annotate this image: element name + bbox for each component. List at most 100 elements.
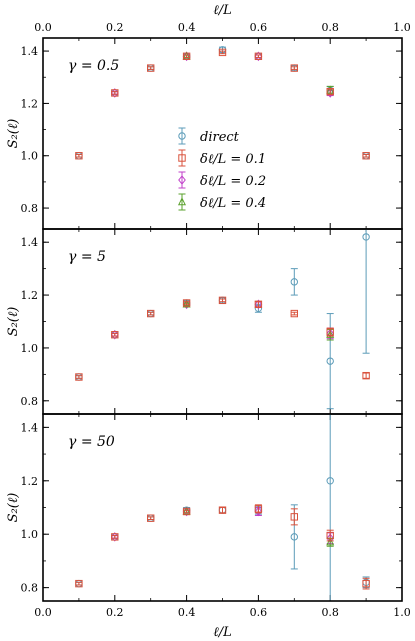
errorbar xyxy=(362,228,370,354)
data-point xyxy=(254,299,263,310)
data-point xyxy=(362,579,370,588)
legend-label: δℓ/L = 0.2 xyxy=(200,174,266,189)
x-axis-label-top: ℓ/L xyxy=(213,3,231,18)
panel-frame xyxy=(42,413,403,602)
errorbar xyxy=(290,508,298,526)
series-direct xyxy=(75,228,370,410)
errorbar xyxy=(254,504,262,514)
y-tick-label: 0.8 xyxy=(21,582,39,595)
x-tick-label-top: 1.0 xyxy=(393,21,411,34)
x-tick-label-top: 0.6 xyxy=(250,21,268,34)
data-point xyxy=(111,533,119,541)
data-point xyxy=(290,278,298,286)
y-tick-label: 1.4 xyxy=(21,236,39,249)
data-point xyxy=(147,64,155,72)
data-point xyxy=(182,52,191,61)
data-point xyxy=(326,328,334,336)
errorbar xyxy=(219,507,226,514)
y-tick-label: 1.2 xyxy=(21,97,39,110)
data-point xyxy=(326,477,334,485)
data-point xyxy=(182,299,191,307)
data-point xyxy=(111,331,119,339)
data-point xyxy=(218,296,227,305)
panel-gamma-label: γ = 50 xyxy=(68,434,115,450)
x-tick-label-top: 0.4 xyxy=(178,21,196,34)
series-dl01 xyxy=(75,48,370,160)
x-tick-label-top: 0.8 xyxy=(321,21,339,34)
legend-entry: δℓ/L = 0.2 xyxy=(178,171,266,189)
data-point xyxy=(290,533,298,541)
legend-errorbar xyxy=(178,171,186,189)
y-tick-label: 0.8 xyxy=(21,395,39,408)
x-tick-label-bottom: 0.0 xyxy=(34,606,52,619)
errorbar xyxy=(362,153,370,158)
legend-label: δℓ/L = 0.1 xyxy=(200,152,266,167)
series-dl01 xyxy=(75,504,370,590)
legend: direct δℓ/L = 0.1 δℓ/L = 0.2 δℓ/L = 0.4 xyxy=(177,127,266,211)
errorbar xyxy=(75,581,83,586)
x-tick-label-top: 0.0 xyxy=(34,21,52,34)
data-point xyxy=(182,299,191,308)
legend-errorbar xyxy=(178,193,186,211)
errorbar xyxy=(111,91,119,95)
y-tick-label: 1.0 xyxy=(21,528,39,541)
data-point xyxy=(254,52,263,61)
data-point xyxy=(362,371,370,380)
errorbar xyxy=(147,66,155,70)
errorbar xyxy=(254,54,262,59)
y-tick-label: 1.0 xyxy=(21,150,39,163)
errorbar xyxy=(326,413,334,602)
errorbar xyxy=(183,54,191,59)
x-axis-label-bottom: ℓ/L xyxy=(213,625,231,640)
errorbar xyxy=(111,332,119,337)
errorbar xyxy=(147,311,155,316)
data-point xyxy=(326,87,334,96)
legend-marker xyxy=(178,132,186,140)
errorbar xyxy=(75,153,83,158)
x-tick-label-bottom: 0.6 xyxy=(250,606,268,619)
errorbar xyxy=(111,535,119,539)
data-point xyxy=(111,89,119,97)
errorbar xyxy=(75,375,83,379)
data-point xyxy=(326,531,334,540)
y-tick-label: 0.8 xyxy=(21,202,39,215)
data-point xyxy=(326,537,335,546)
series-dl01 xyxy=(75,296,370,381)
legend-marker xyxy=(178,154,186,162)
series-dl02 xyxy=(110,51,335,98)
data-point xyxy=(75,373,83,381)
y-axis-label: S₂(ℓ) xyxy=(6,307,21,337)
errorbar xyxy=(219,298,226,303)
errorbar xyxy=(183,301,191,305)
series-dl02 xyxy=(110,299,335,340)
y-axis-label: S₂(ℓ) xyxy=(6,119,21,149)
data-point xyxy=(75,579,83,588)
data-point xyxy=(290,64,299,72)
data-point xyxy=(147,514,155,522)
legend-errorbar xyxy=(178,149,186,167)
errorbar xyxy=(183,509,191,514)
data-point xyxy=(326,329,335,338)
legend-entry: δℓ/L = 0.4 xyxy=(177,193,266,211)
data-point xyxy=(218,48,227,57)
errorbar xyxy=(326,327,334,337)
x-tick-label-bottom: 0.8 xyxy=(321,606,339,619)
data-point xyxy=(182,507,191,516)
data-point xyxy=(326,357,334,365)
data-point xyxy=(290,309,299,318)
y-tick-label: 1.4 xyxy=(21,421,39,434)
legend-entry: δℓ/L = 0.1 xyxy=(178,149,266,167)
errorbar xyxy=(147,516,155,521)
data-point xyxy=(254,506,263,517)
data-point xyxy=(218,506,227,514)
errorbar xyxy=(362,372,370,379)
y-tick-label: 1.0 xyxy=(21,342,39,355)
data-point xyxy=(75,152,83,160)
y-axis-label: S₂(ℓ) xyxy=(6,493,21,523)
series-dl04 xyxy=(182,51,335,95)
legend-label: direct xyxy=(200,130,240,145)
data-point xyxy=(254,505,263,513)
panel-gamma-label: γ = 0.5 xyxy=(68,58,119,74)
data-point xyxy=(254,300,263,309)
errorbar xyxy=(290,66,298,70)
